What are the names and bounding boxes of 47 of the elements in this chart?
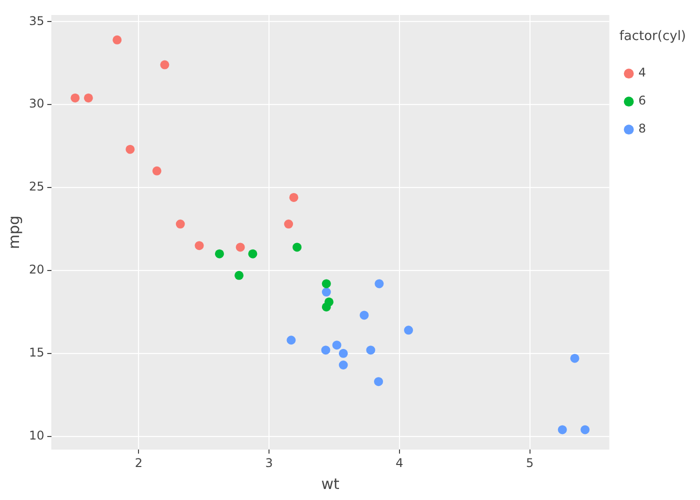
point <box>248 249 258 258</box>
legend-label: 4 <box>638 66 646 80</box>
point <box>332 340 342 350</box>
point <box>84 93 93 102</box>
y-axis-title: mpg <box>4 215 23 250</box>
x-tick-label: 2 <box>134 456 142 470</box>
point <box>284 220 294 229</box>
point <box>236 242 245 252</box>
point <box>570 354 580 363</box>
y-tick-label: 20 <box>28 262 44 277</box>
legend-label: 8 <box>638 122 646 136</box>
point <box>322 302 331 312</box>
point <box>338 360 348 370</box>
point <box>152 166 162 176</box>
legend-title: factor(cyl) <box>619 28 686 44</box>
point <box>234 270 244 280</box>
y-tick-label: 15 <box>28 346 44 360</box>
point <box>360 310 369 320</box>
point <box>292 242 302 252</box>
y-tick-label: 25 <box>28 180 44 194</box>
point <box>214 249 224 258</box>
point <box>404 326 414 335</box>
point <box>322 279 331 288</box>
point <box>194 241 204 250</box>
y-tick-label: 30 <box>28 96 44 111</box>
point <box>160 60 170 70</box>
x-tick-label: 5 <box>526 456 534 470</box>
y-tick-label: 35 <box>28 14 44 28</box>
x-axis-title: wt <box>321 474 340 493</box>
point <box>112 35 122 44</box>
legend-label: 6 <box>638 94 646 108</box>
point <box>558 425 567 434</box>
point <box>289 192 298 202</box>
point <box>374 377 384 386</box>
point <box>176 220 185 229</box>
x-tick-label: 4 <box>396 456 404 470</box>
x-tick-label: 3 <box>265 456 273 470</box>
point <box>374 279 384 288</box>
point <box>126 144 135 154</box>
point <box>338 348 348 358</box>
point <box>322 288 331 297</box>
point <box>580 425 590 434</box>
point <box>321 346 330 355</box>
point <box>366 346 376 355</box>
point <box>286 336 296 345</box>
point <box>70 93 80 102</box>
y-tick-label: 10 <box>28 428 44 442</box>
